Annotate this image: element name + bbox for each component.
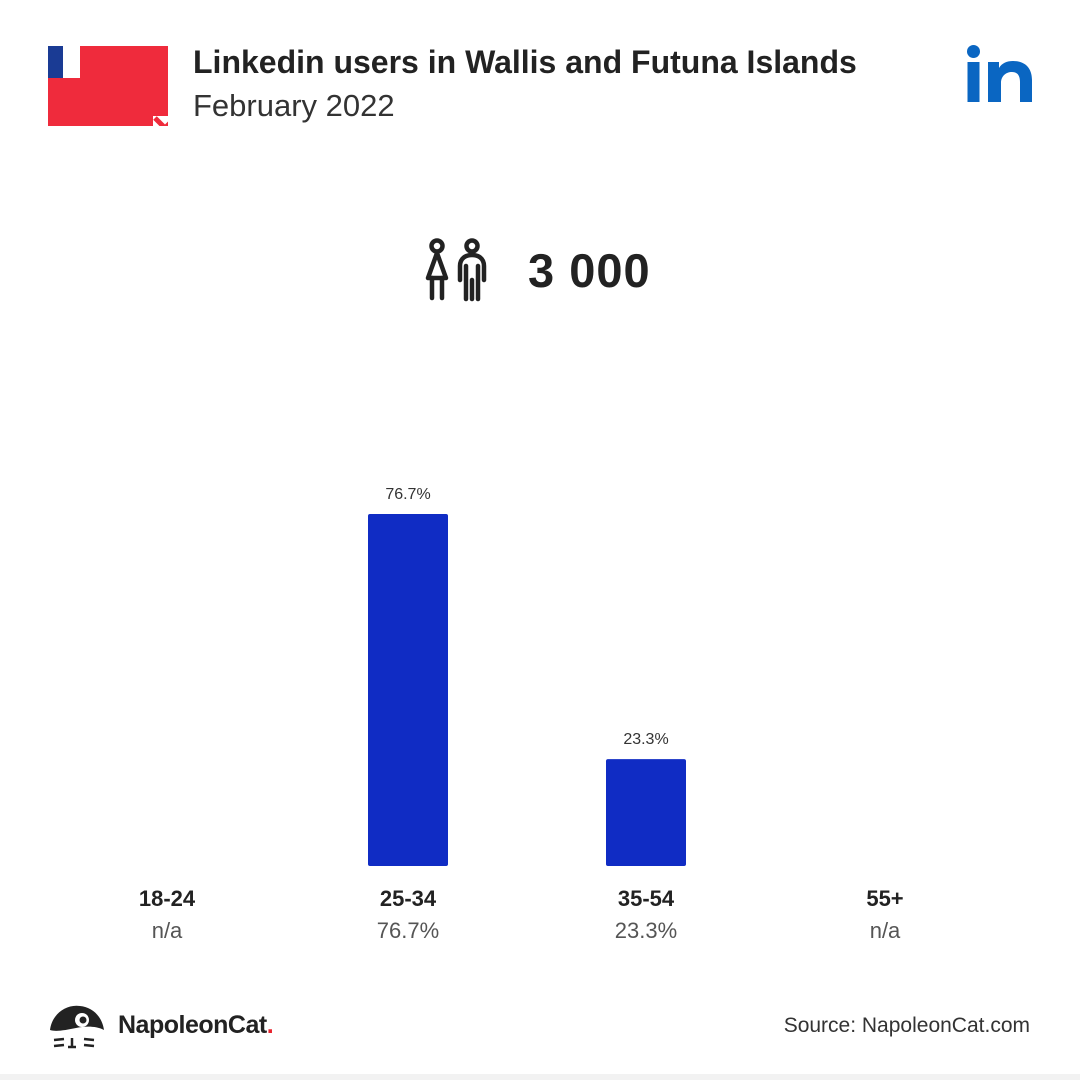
- french-tricolour: [48, 46, 96, 78]
- source-link[interactable]: Source: NapoleonCat.com: [783, 1014, 1030, 1037]
- napoleoncat-logo: NapoleonCat.: [46, 1000, 274, 1050]
- bar-value-label-25-34: 76.7%: [385, 486, 430, 503]
- category-value-25-34: 76.7%: [377, 918, 439, 943]
- wallis-futuna-flag-icon: [48, 46, 168, 126]
- saltire-icon: [153, 116, 168, 126]
- bottom-divider: [0, 1074, 1080, 1080]
- category-value-55: n/a: [870, 918, 901, 943]
- category-value-35-54: 23.3%: [615, 918, 677, 943]
- category-label-25-34: 25-34: [380, 886, 437, 911]
- people-icon: [425, 238, 487, 302]
- linkedin-logo-icon: [967, 45, 1032, 102]
- chart-subtitle: February 2022: [193, 88, 395, 123]
- category-label-35-54: 35-54: [618, 886, 675, 911]
- total-users: 3 000: [420, 236, 651, 304]
- bar-25-34: [368, 514, 448, 866]
- total-users-value: 3 000: [528, 243, 651, 297]
- category-value-18-24: n/a: [152, 918, 183, 943]
- category-label-18-24: 18-24: [139, 886, 196, 911]
- brand-name: NapoleonCat.: [118, 1010, 274, 1039]
- brand-dot: .: [266, 1010, 274, 1039]
- bar-35-54: [606, 759, 686, 866]
- bar-value-label-35-54: 23.3%: [623, 731, 668, 748]
- napoleoncat-logo-icon: [50, 1005, 104, 1049]
- chart-title: Linkedin users in Wallis and Futuna Isla…: [193, 44, 857, 80]
- category-label-55: 55+: [866, 886, 903, 911]
